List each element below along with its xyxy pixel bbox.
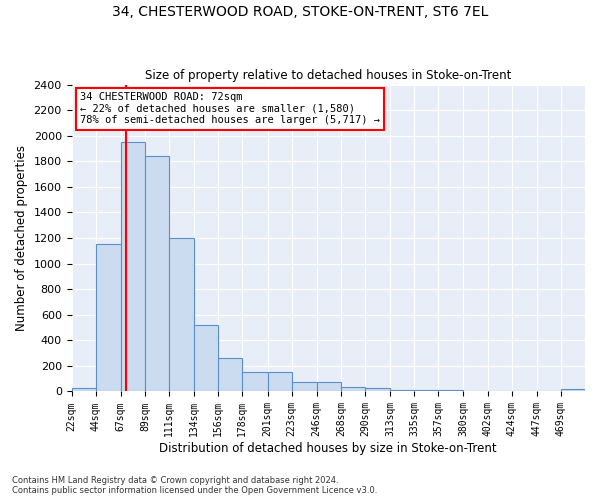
Text: 34 CHESTERWOOD ROAD: 72sqm
← 22% of detached houses are smaller (1,580)
78% of s: 34 CHESTERWOOD ROAD: 72sqm ← 22% of deta… [80,92,380,126]
Bar [145,156,169,392]
Title: Size of property relative to detached houses in Stoke-on-Trent: Size of property relative to detached ho… [145,69,511,82]
Bar [317,382,341,392]
Bar [561,389,585,392]
Text: Contains HM Land Registry data © Crown copyright and database right 2024.
Contai: Contains HM Land Registry data © Crown c… [12,476,377,495]
Text: 34, CHESTERWOOD ROAD, STOKE-ON-TRENT, ST6 7EL: 34, CHESTERWOOD ROAD, STOKE-ON-TRENT, ST… [112,5,488,19]
Bar [414,390,438,392]
Bar [169,238,194,392]
Bar [292,382,317,392]
Bar [268,372,292,392]
Bar [218,358,242,392]
Y-axis label: Number of detached properties: Number of detached properties [15,145,28,331]
Bar [95,244,121,392]
Bar [71,388,95,392]
Bar [194,325,218,392]
Bar [390,390,414,392]
Bar [242,372,268,392]
X-axis label: Distribution of detached houses by size in Stoke-on-Trent: Distribution of detached houses by size … [160,442,497,455]
Bar [341,387,365,392]
Bar [365,388,390,392]
Bar [438,390,463,392]
Bar [121,142,145,392]
